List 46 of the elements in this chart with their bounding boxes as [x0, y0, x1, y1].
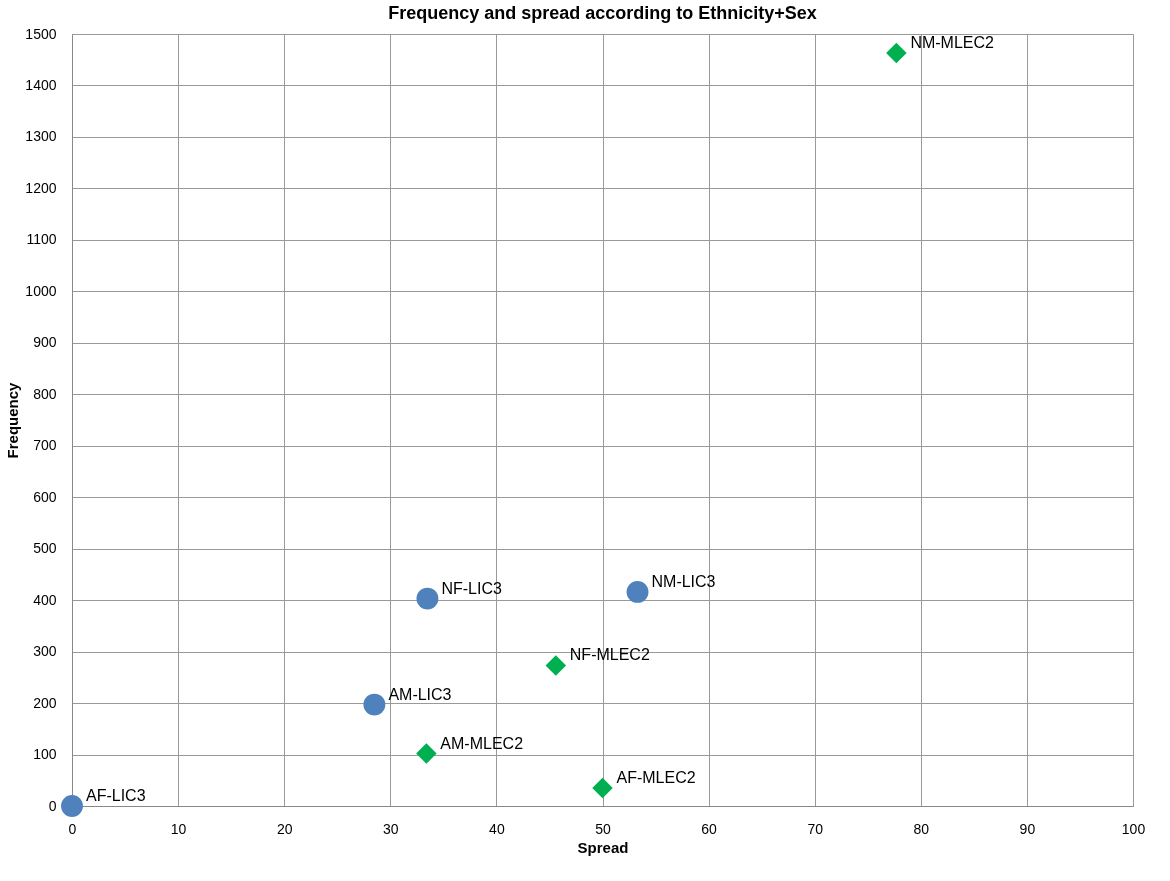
y-tick-label: 1100: [26, 231, 57, 248]
point: [363, 693, 386, 716]
y-tick-label: 1300: [25, 128, 57, 145]
y-tick-label: 1400: [25, 76, 57, 93]
y-tick-label: 600: [33, 488, 57, 505]
point: [545, 655, 567, 676]
x-tick-label: 60: [701, 820, 718, 837]
y-axis-title: Frequency: [4, 381, 22, 459]
annotation: NM-LIC3: [651, 572, 716, 590]
x-tick-label: 50: [595, 820, 611, 837]
annotation: NM-MLEC2: [910, 34, 995, 52]
y-tick-label: 900: [33, 334, 57, 351]
annotation: AM-MLEC2: [440, 734, 524, 752]
y-tick-label: 0: [48, 797, 57, 814]
point: [886, 42, 907, 64]
chart-title: Frequency and spread according to Ethnicity+Sex: [388, 3, 817, 23]
annotation: AF-LIC3: [86, 787, 146, 804]
point: [61, 795, 83, 817]
point: [416, 587, 439, 610]
x-tick-label: 100: [1121, 820, 1146, 837]
x-tick-label: 80: [913, 820, 930, 837]
point: [416, 743, 437, 764]
annotation: AF-MLEC2: [616, 768, 696, 786]
annotation: NF-MLEC2: [569, 646, 650, 664]
y-tick-label: 800: [33, 385, 57, 402]
y-tick-label: 1000: [25, 282, 57, 299]
x-tick-label: 40: [489, 820, 505, 837]
annotation: NF-LIC3: [441, 579, 502, 597]
y-tick-label: 400: [33, 591, 57, 608]
point: [592, 777, 613, 799]
y-tick-label: 200: [33, 694, 57, 711]
y-tick-label: 100: [33, 746, 57, 763]
y-tick-label: 1500: [25, 25, 57, 42]
y-tick-label: 700: [33, 437, 57, 454]
y-tick-label: 500: [33, 540, 57, 557]
x-axis-title: Spread: [577, 838, 629, 856]
annotation: AM-LIC3: [388, 685, 452, 703]
point: [626, 580, 649, 603]
x-tick-label: 10: [170, 820, 187, 837]
y-tick-label: 300: [33, 643, 57, 660]
x-tick-label: 20: [276, 820, 293, 837]
y-tick-label: 1200: [25, 179, 57, 196]
x-tick-label: 0: [68, 820, 77, 837]
x-tick-label: 30: [383, 820, 399, 837]
x-tick-label: 70: [807, 820, 824, 837]
x-tick-label: 90: [1019, 820, 1036, 837]
